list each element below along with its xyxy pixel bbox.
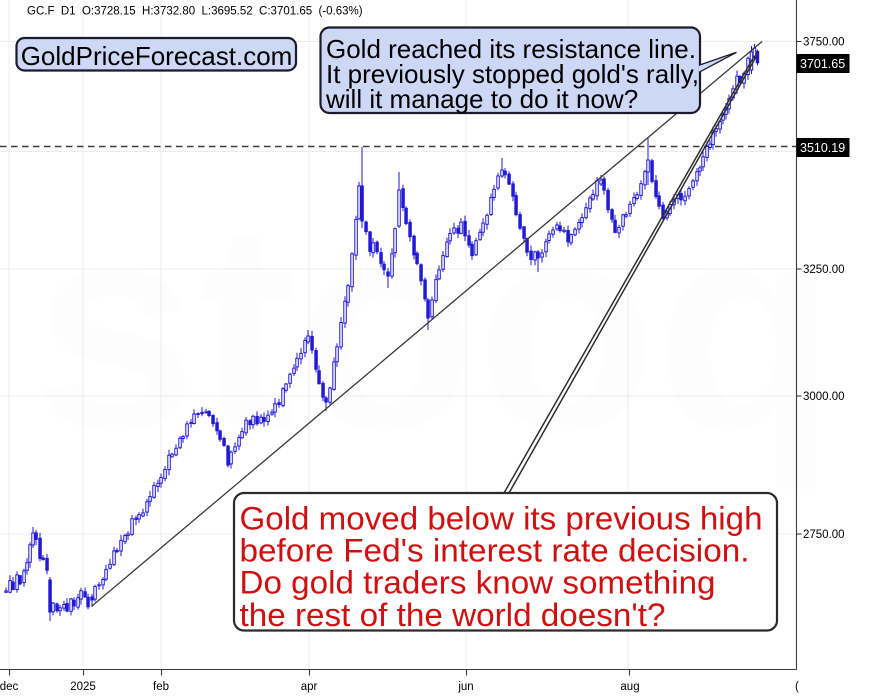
svg-text:GC.F D1 O:3728.15 H:3732.80: GC.F D1 O:3728.15 H:3732.80 L:3695.52 C:…: [27, 6, 363, 18]
svg-text:aug: aug: [620, 681, 639, 693]
svg-text:2750.00: 2750.00: [803, 529, 845, 541]
svg-text:dec: dec: [0, 681, 19, 693]
svg-text:will it manage to do it now?: will it manage to do it now?: [325, 84, 638, 114]
svg-text:3750.00: 3750.00: [803, 37, 845, 49]
svg-text:jun: jun: [457, 681, 473, 693]
svg-text:stooq: stooq: [34, 161, 837, 493]
svg-text:feb: feb: [153, 681, 169, 693]
svg-text:It previously stopped gold's r: It previously stopped gold's rally,: [326, 59, 699, 89]
svg-text:before Fed's interest rate dec: before Fed's interest rate decision.: [240, 533, 750, 569]
svg-text:3250.00: 3250.00: [803, 264, 845, 276]
svg-text:Gold reached its resistance li: Gold reached its resistance line.: [326, 34, 696, 64]
svg-text:Gold moved below its previous: Gold moved below its previous high: [240, 501, 763, 537]
svg-text:apr: apr: [301, 681, 318, 693]
svg-text:2025: 2025: [70, 681, 96, 693]
svg-text:3000.00: 3000.00: [803, 391, 845, 403]
svg-text:GoldPriceForecast.com: GoldPriceForecast.com: [21, 41, 293, 71]
svg-text:(: (: [795, 681, 799, 693]
svg-text:3510.19: 3510.19: [800, 141, 845, 155]
svg-text:Do gold traders know something: Do gold traders know something: [240, 565, 716, 601]
svg-text:3701.65: 3701.65: [800, 57, 845, 71]
svg-text:the rest of the world doesn't?: the rest of the world doesn't?: [240, 597, 666, 633]
